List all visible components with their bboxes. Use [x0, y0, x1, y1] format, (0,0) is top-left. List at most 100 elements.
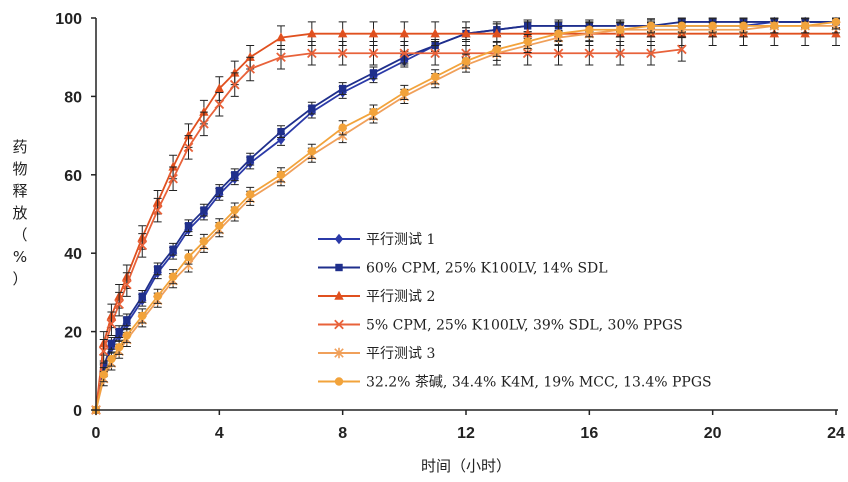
data-point	[123, 316, 131, 324]
y-tick-label: 0	[73, 403, 82, 420]
data-point	[229, 79, 240, 90]
data-point	[114, 299, 124, 309]
data-point	[337, 28, 348, 38]
data-point	[199, 106, 209, 116]
legend-item-3: 平行测试 2	[318, 289, 435, 305]
data-point	[400, 88, 409, 97]
y-tick-label: 80	[64, 89, 82, 106]
x-tick-label: 12	[457, 425, 475, 442]
data-point	[368, 48, 379, 59]
data-point	[230, 67, 240, 77]
legend-label: 32.2% 茶碱, 34.4% K4M, 19% MCC, 13.4% PPGS	[366, 375, 712, 391]
legend-item-4: 5% CPM, 25% K100LV, 39% SDL, 30% PPGS	[318, 318, 683, 334]
data-point	[338, 123, 347, 132]
legend-item-2: 60% CPM, 25% K100LV, 14% SDL	[318, 261, 608, 277]
data-point	[184, 222, 193, 230]
data-point	[646, 48, 656, 59]
legend-item-1: 平行测试 1	[318, 232, 435, 248]
data-point	[183, 142, 194, 153]
data-point	[276, 32, 286, 42]
series-line	[95, 24, 836, 411]
series-2	[92, 17, 840, 414]
data-point	[276, 52, 286, 63]
legend-marker	[334, 290, 344, 300]
data-point	[98, 346, 109, 357]
data-point	[245, 52, 255, 61]
data-point	[584, 48, 595, 59]
plot-area	[91, 16, 841, 416]
data-point	[100, 363, 108, 371]
data-point	[585, 25, 594, 34]
legend-label: 5% CPM, 25% K100LV, 39% SDL, 30% PPGS	[366, 318, 683, 334]
data-point	[246, 155, 254, 163]
legend-label: 平行测试 1	[366, 232, 435, 248]
data-point	[492, 45, 502, 54]
legend: 平行测试 1 60% CPM, 25% K100LV, 14% SDL 平行测试 2…	[318, 232, 712, 391]
data-point	[522, 28, 533, 38]
data-point	[739, 21, 748, 31]
series-line	[95, 32, 836, 411]
data-point	[168, 272, 178, 281]
y-tick-label: 40	[64, 246, 82, 263]
data-point	[184, 252, 193, 262]
y-tick-label: 100	[55, 11, 82, 28]
x-ticks: 0 4 8 12 16 20 24	[92, 410, 845, 442]
data-point	[199, 237, 209, 246]
legend-item-6: 32.2% 茶碱, 34.4% K4M, 19% MCC, 13.4% PPGS	[318, 375, 712, 391]
data-point	[461, 48, 471, 59]
x-tick-label: 16	[580, 425, 598, 442]
data-point	[307, 28, 317, 38]
data-point	[307, 147, 317, 156]
data-point	[199, 119, 209, 129]
legend-label: 平行测试 2	[366, 289, 435, 305]
data-point	[369, 107, 378, 117]
data-point	[276, 170, 286, 179]
data-point	[214, 83, 225, 93]
legend-marker	[334, 319, 344, 330]
data-point	[245, 190, 255, 199]
data-point	[106, 318, 117, 329]
data-point	[308, 104, 316, 112]
data-point	[245, 64, 256, 74]
data-point	[200, 206, 208, 214]
legend-item-5: 平行测试 3	[318, 346, 435, 362]
data-point	[168, 161, 178, 171]
data-point	[230, 205, 239, 215]
legend-marker	[334, 347, 344, 359]
x-tick-label: 8	[338, 425, 347, 442]
data-point	[430, 28, 440, 38]
data-point	[337, 48, 348, 59]
data-point	[99, 370, 108, 379]
y-axis-title: 药物释放（%）	[12, 138, 27, 288]
y-tick-label: 60	[64, 168, 82, 185]
data-point	[831, 17, 841, 27]
data-point	[168, 173, 178, 184]
data-point	[121, 279, 132, 290]
data-point	[214, 99, 225, 110]
data-point	[153, 265, 162, 273]
data-point	[231, 171, 239, 179]
data-point	[461, 28, 471, 38]
data-point	[492, 28, 502, 38]
data-point	[646, 21, 656, 31]
data-point	[708, 21, 717, 31]
legend-marker	[334, 377, 344, 386]
x-tick-label: 24	[827, 425, 845, 442]
x-axis-title: 时间（小时）	[421, 457, 511, 475]
data-point	[138, 311, 147, 321]
data-point	[114, 343, 124, 352]
series-line	[95, 21, 836, 411]
x-tick-label: 0	[92, 425, 101, 442]
data-point	[522, 48, 533, 59]
legend-label: 平行测试 3	[366, 346, 435, 362]
data-point	[152, 205, 163, 215]
data-point	[183, 130, 194, 140]
data-point	[215, 186, 224, 195]
data-point	[215, 221, 224, 230]
data-point	[107, 339, 116, 348]
legend-label: 60% CPM, 25% K100LV, 14% SDL	[366, 261, 608, 277]
data-point	[138, 292, 146, 301]
data-point	[137, 240, 148, 251]
data-point	[461, 56, 471, 66]
